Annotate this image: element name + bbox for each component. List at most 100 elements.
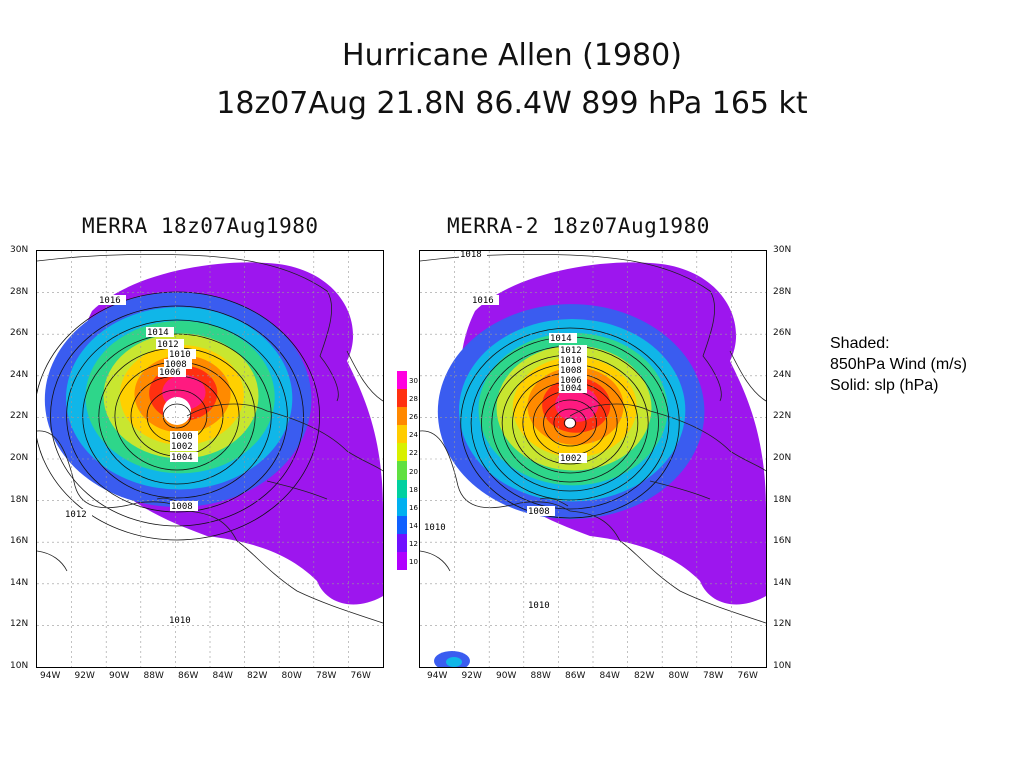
legend-note: Shaded: 850hPa Wind (m/s) Solid: slp (hP… [830,333,967,396]
colorbar-swatch [397,389,407,408]
isobar-label-bg [559,383,587,393]
isobar-label: 1010 [424,523,446,533]
colorbar-label: 28 [409,395,418,404]
panel-title-merra2: MERRA-2 18z07Aug1980 [447,214,710,238]
lat-label-right: 18N [773,494,792,505]
colorbar-label: 10 [409,558,418,566]
isobar-label: 1012 [65,510,87,520]
lon-label-left: 88W [143,671,164,681]
isobar-label: 1016 [99,296,121,306]
storm-eye [565,418,575,428]
isobar-label-bg [559,355,587,365]
lat-label-right: 12N [773,619,792,630]
lat-label-left: 24N [10,369,29,380]
isobar-label: 1012 [157,340,179,350]
isobar-label-bg [168,615,196,625]
isobar-label-bg [459,251,487,259]
isobar-label-bg [170,441,198,451]
isobar-label: 1010 [528,601,550,611]
colorbar-label: 18 [409,485,418,494]
isobar [37,291,320,541]
isobar-label: 1010 [169,616,191,626]
coastline [186,403,383,472]
lat-label-left: 22N [10,411,29,422]
isobar-label-bg [146,327,174,337]
lon-label-right: 76W [737,671,758,681]
lat-label-right: 10N [773,661,792,671]
colorbar-label: 14 [409,521,418,530]
isobar-label-bg [559,365,587,375]
isobar-label-bg [559,453,587,463]
isobar-label: 1008 [171,502,193,512]
isobar-label: 1004 [560,384,582,394]
isobar-label-bg [168,349,196,359]
lon-label-left: 92W [74,671,95,681]
lon-label-right: 78W [703,671,724,681]
colorbar-label: 30 [409,377,418,385]
coastline [37,550,68,572]
coastline [619,540,766,624]
coastline [539,497,569,507]
lat-label-right: 22N [773,411,792,422]
wind-contour [555,386,599,422]
isobar-label-bg [98,295,126,305]
colorbar-label: 22 [409,449,418,458]
lat-label-left: 10N [10,661,29,671]
isobar-label-bg [158,367,186,377]
legend-line-shaded: Shaded: [830,335,890,352]
isobar-label-bg [156,339,184,349]
lat-label-left: 28N [10,286,29,297]
isobar-label: 1014 [147,328,169,338]
isobar-label: 1010 [560,356,582,366]
lat-label-left: 14N [10,577,29,588]
lon-label-left: 94W [40,671,61,681]
colorbar-label: 26 [409,413,418,422]
lon-label-right: 92W [461,671,482,681]
legend-line-slp: Solid: slp (hPa) [830,377,939,394]
isobar-label: 1006 [159,368,181,378]
isobar-label-bg [164,359,192,369]
isobar-label: 1006 [560,376,582,386]
isobar-label: 1010 [169,350,191,360]
isobar [50,305,304,527]
lon-label-left: 80W [281,671,302,681]
lon-label-right: 84W [599,671,620,681]
isobar-label-bg [170,501,198,511]
colorbar-swatch [397,515,407,534]
map-panel-merra2: 1018 1016 1014 1012 1010 1008 1006 1004 1002 1008… [419,250,767,668]
isobar-label-bg [559,345,587,355]
isobar-label: 1016 [472,296,494,306]
colorbar-swatch [397,443,407,462]
lon-label-left: 86W [178,671,199,681]
isobar-label-bg [559,375,587,385]
coastline [729,350,766,402]
lon-label-left: 84W [212,671,233,681]
isobar-label-bg [170,452,198,462]
coastline [236,540,383,624]
wind-patch [446,657,462,667]
lat-label-left: 12N [10,619,29,630]
lon-label-right: 86W [565,671,586,681]
isobar-label-bg [549,333,577,343]
lat-label-left: 26N [10,328,29,339]
coastline [346,350,383,402]
colorbar-swatch [397,533,407,552]
lon-label-right: 94W [427,671,448,681]
isobar-label: 1008 [528,507,550,517]
lon-label-right: 82W [634,671,655,681]
colorbar-label: 16 [409,503,418,512]
isobar-label-bg [170,431,198,441]
page-subtitle: 18z07Aug 21.8N 86.4W 899 hPa 165 kt [216,86,808,121]
lat-label-right: 28N [773,286,792,297]
isobar-label: 1008 [560,366,582,376]
isobar-label: 1014 [550,334,572,344]
colorbar-swatch [397,407,407,426]
isobar-label: 1018 [460,251,482,260]
isobar-label-bg [423,522,451,532]
lat-label-right: 30N [773,245,792,255]
coastline [420,550,451,572]
lat-label-right: 16N [773,536,792,547]
lat-label-left: 20N [10,453,29,463]
panel-title-merra: MERRA 18z07Aug1980 [82,214,319,238]
lat-label-left: 30N [10,245,29,255]
